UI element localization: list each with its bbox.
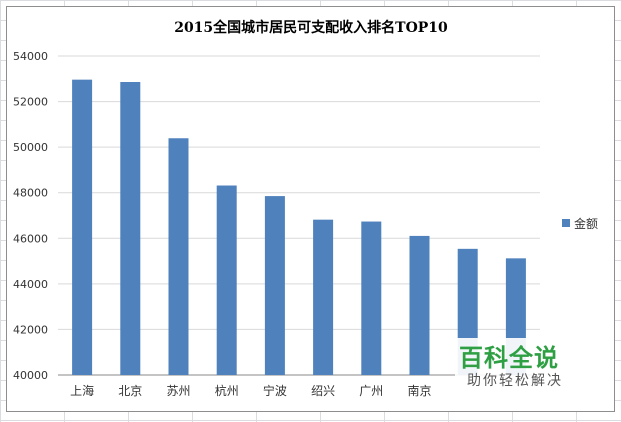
y-tick-label: 52000 (13, 96, 48, 109)
x-tick-label: 绍兴 (311, 384, 335, 398)
x-tick-label: 南京 (407, 383, 431, 398)
bar[interactable] (264, 196, 285, 375)
x-tick-label: 北京 (118, 384, 142, 398)
legend: 金额 (562, 216, 598, 231)
legend-label: 金额 (574, 216, 598, 231)
bar[interactable] (120, 81, 141, 375)
bars (72, 79, 526, 375)
y-tick-label: 54000 (13, 50, 48, 63)
x-tick-label: 宁波 (263, 383, 287, 398)
x-tick-label: 广州 (359, 384, 383, 398)
bar[interactable] (168, 138, 189, 375)
y-tick-label: 48000 (13, 187, 48, 200)
bar[interactable] (409, 235, 430, 375)
x-tick-label: 杭州 (215, 383, 239, 398)
bar[interactable] (313, 219, 334, 375)
y-axis-ticks: 40000 42000 44000 46000 48000 50000 52000 54000 (13, 50, 48, 382)
y-tick-label: 42000 (13, 323, 48, 336)
watermark: 百科全说 助你轻松解决 (455, 338, 595, 396)
y-tick-label: 46000 (13, 232, 48, 245)
watermark-subtitle: 助你轻松解决 (467, 373, 563, 389)
y-tick-label: 50000 (13, 141, 48, 154)
x-tick-label: 上海 (70, 383, 94, 398)
chart-title: 2015全国城市居民可支配收入排名TOP10 (174, 19, 448, 36)
y-tick-label: 40000 (13, 369, 48, 382)
x-tick-label: 苏州 (166, 384, 190, 398)
bar[interactable] (216, 185, 237, 375)
bar[interactable] (72, 79, 93, 375)
watermark-title: 百科全说 (459, 344, 559, 372)
y-tick-label: 44000 (13, 278, 48, 291)
x-axis-labels: 上海 北京 苏州 杭州 宁波 绍兴 广州 南京 (70, 383, 431, 398)
bar[interactable] (361, 221, 382, 375)
legend-swatch (562, 219, 570, 227)
